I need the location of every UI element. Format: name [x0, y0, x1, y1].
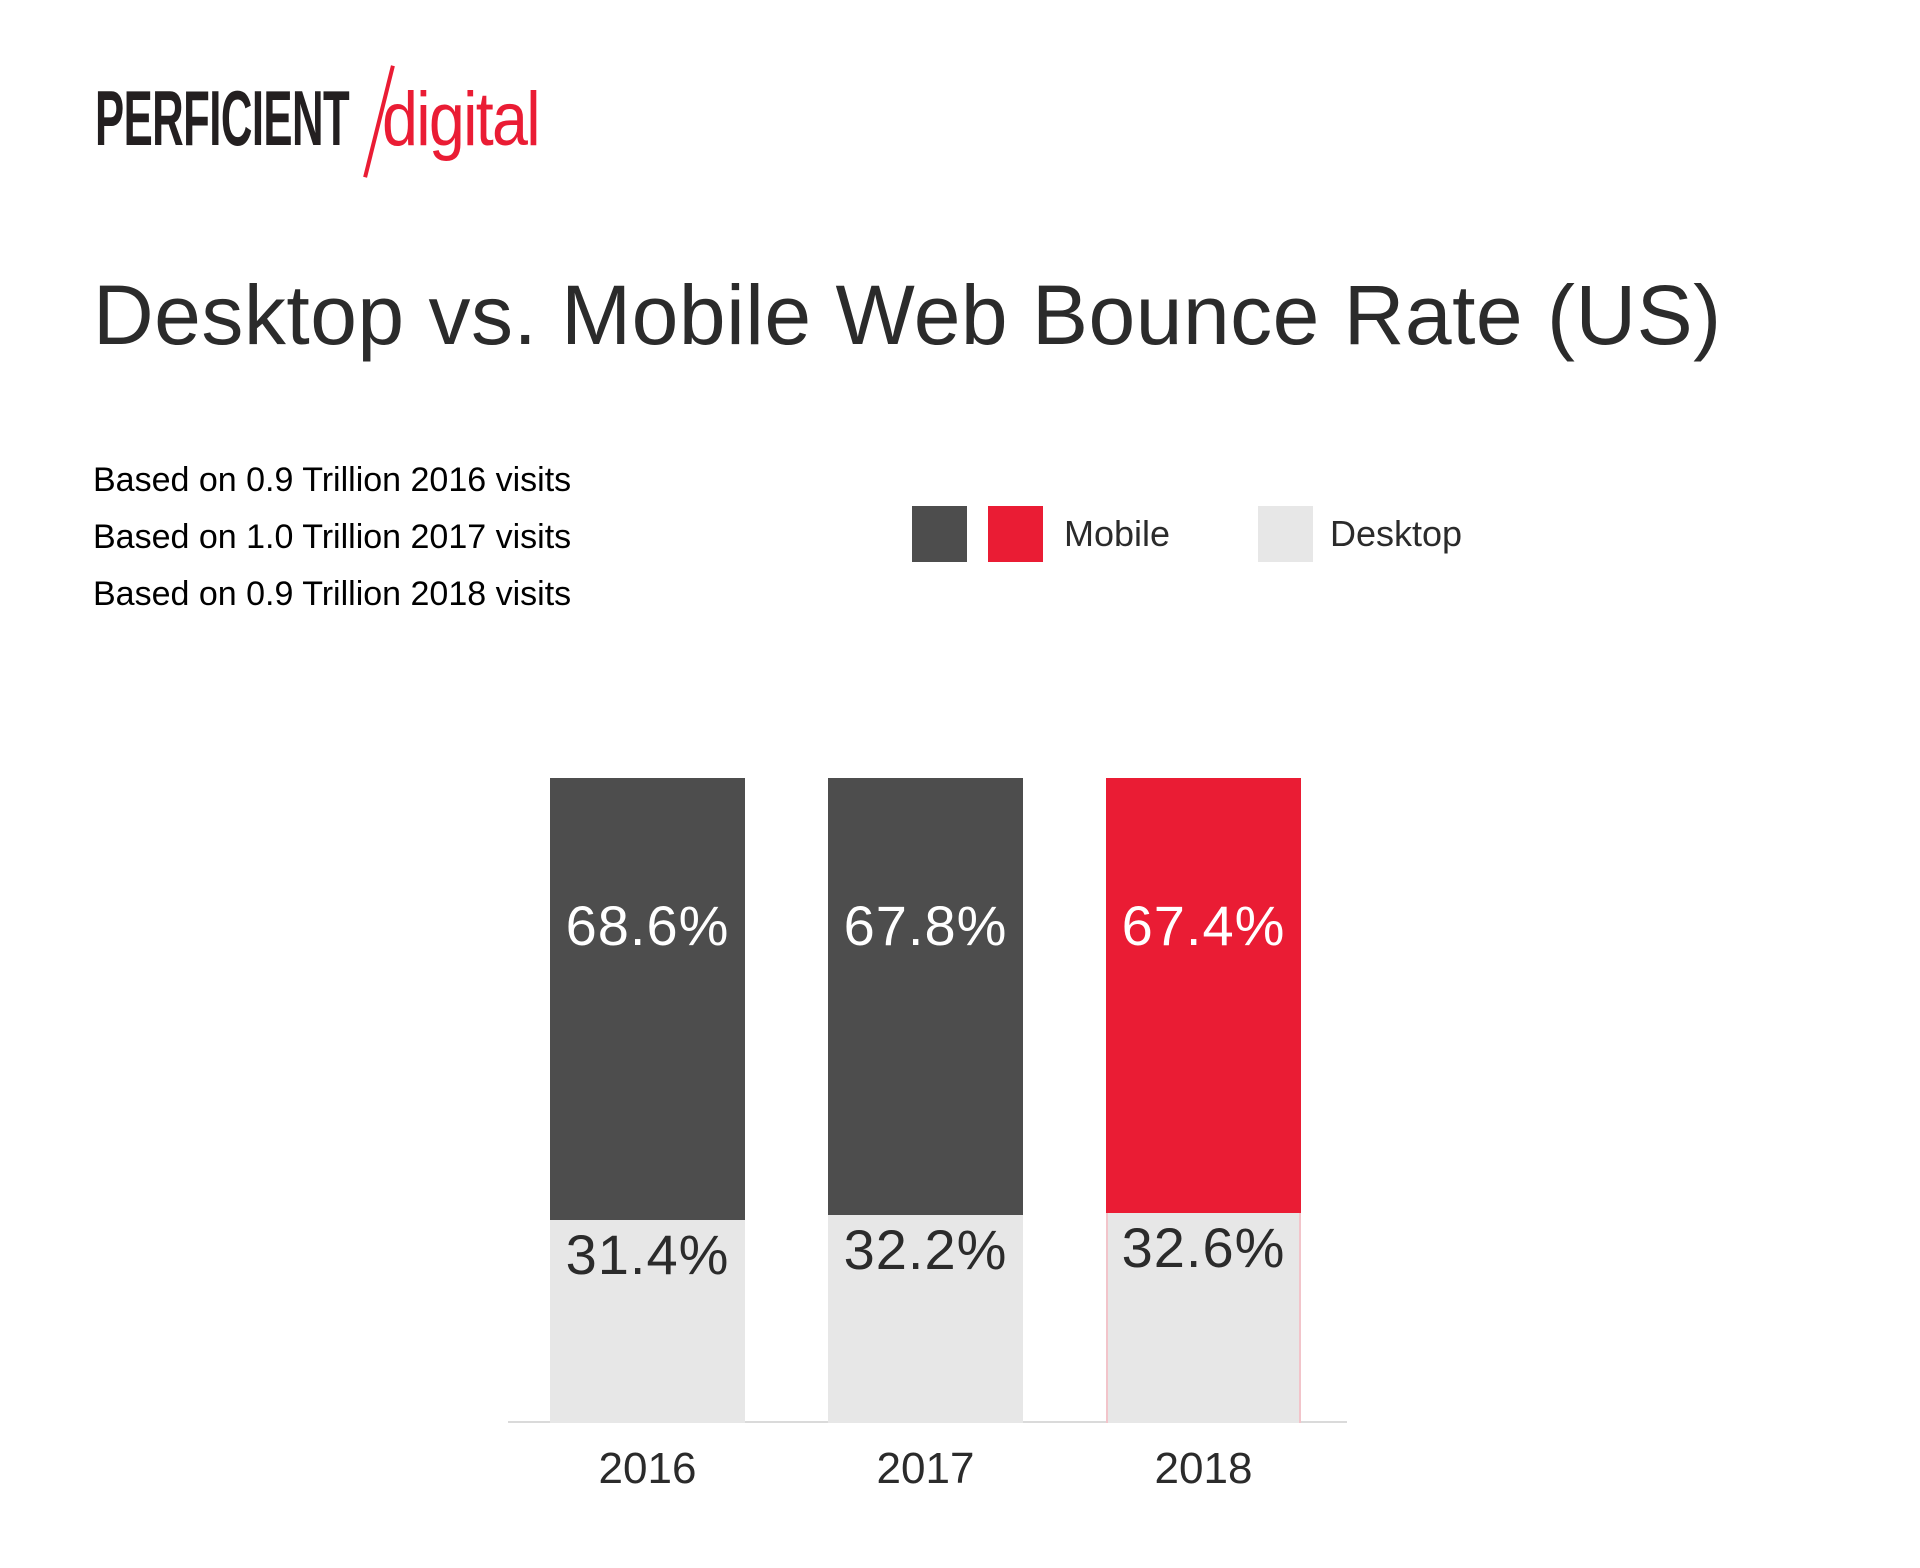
desktop-segment-2016: 31.4%: [550, 1220, 745, 1423]
chart-title: Desktop vs. Mobile Web Bounce Rate (US): [93, 268, 1722, 362]
stacked-bar-chart: 68.6% 31.4% 2016 67.8% 32.2% 2017 67.4% 32.6% 20…: [550, 778, 1301, 1548]
source-note-2017: Based on 1.0 Trillion 2017 visits: [93, 518, 572, 556]
source-notes: Based on 0.9 Trillion 2016 visits Based …: [93, 452, 571, 623]
mobile-value-label-2017: 67.8%: [843, 894, 1008, 957]
bar-column-2017: 67.8% 32.2% 2017: [828, 778, 1023, 1493]
category-label-2018: 2018: [1154, 1444, 1253, 1493]
desktop-value-label-2016: 31.4%: [565, 1223, 730, 1287]
legend-swatch-desktop: [1258, 506, 1313, 562]
legend-swatch-mobile-dark: [912, 506, 967, 562]
bar-column-2016: 68.6% 31.4% 2016: [550, 778, 745, 1493]
mobile-segment-2016: 68.6%: [550, 778, 745, 1221]
source-note-2016: Based on 0.9 Trillion 2016 visits: [93, 461, 572, 499]
desktop-value-label-2018: 32.6%: [1121, 1215, 1286, 1279]
desktop-segment-2018: 32.6%: [1106, 1212, 1301, 1423]
mobile-value-label-2016: 68.6%: [565, 894, 730, 957]
source-note-2018: Based on 0.9 Trillion 2018 visits: [93, 575, 572, 613]
logo-perficient-text: PERFICIENT: [95, 74, 350, 162]
bar-column-2018: 67.4% 32.6% 2018: [1106, 778, 1301, 1493]
desktop-segment-2017: 32.2%: [828, 1215, 1023, 1423]
legend-label-desktop: Desktop: [1330, 513, 1463, 554]
category-label-2017: 2017: [876, 1444, 975, 1493]
legend-label-mobile: Mobile: [1064, 513, 1171, 554]
mobile-segment-2017: 67.8%: [828, 778, 1023, 1216]
legend: Mobile Desktop: [912, 506, 1612, 562]
mobile-segment-2018: 67.4%: [1106, 778, 1301, 1213]
legend-swatch-mobile-red: [988, 506, 1043, 562]
logo-digital-text: digital: [382, 77, 541, 162]
mobile-value-label-2018: 67.4%: [1121, 894, 1286, 957]
category-label-2016: 2016: [598, 1444, 697, 1493]
desktop-value-label-2017: 32.2%: [843, 1218, 1008, 1282]
